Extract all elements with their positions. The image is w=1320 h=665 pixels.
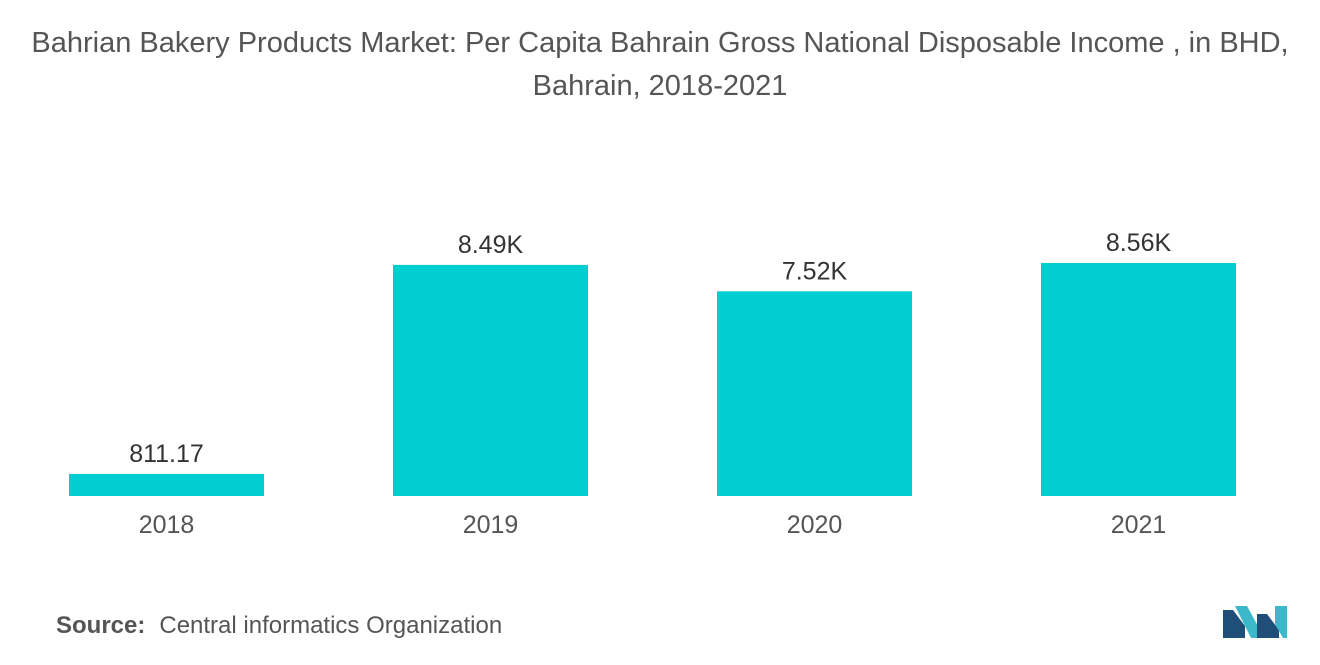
- bar-2019: [393, 264, 588, 496]
- source-label: Source:: [56, 612, 146, 639]
- bar-2021: [1041, 263, 1236, 496]
- x-tick-label-2020: 2020: [787, 511, 843, 539]
- data-label-2020: 7.52K: [782, 257, 848, 285]
- source-text: Central informatics Organization: [159, 612, 503, 639]
- mordor-logo-icon: [1223, 606, 1287, 638]
- chart-title: Bahrian Bakery Products Market: Per Capi…: [31, 27, 1289, 102]
- data-label-2018: 811.17: [129, 440, 204, 468]
- source-note: Source: Central informatics Organization: [56, 612, 502, 640]
- bar-2018: [69, 473, 264, 496]
- data-label-2019: 8.49K: [458, 231, 524, 259]
- data-label-2021: 8.56K: [1106, 229, 1172, 257]
- bar-2020: [717, 291, 912, 496]
- x-tick-label-2019: 2019: [463, 511, 519, 539]
- x-tick-label-2021: 2021: [1111, 511, 1167, 539]
- x-tick-label-2018: 2018: [139, 511, 195, 539]
- bar-chart: 811.17 2018 8.49K 2019 7.52K 2020 8.56K 2021: [69, 229, 1236, 539]
